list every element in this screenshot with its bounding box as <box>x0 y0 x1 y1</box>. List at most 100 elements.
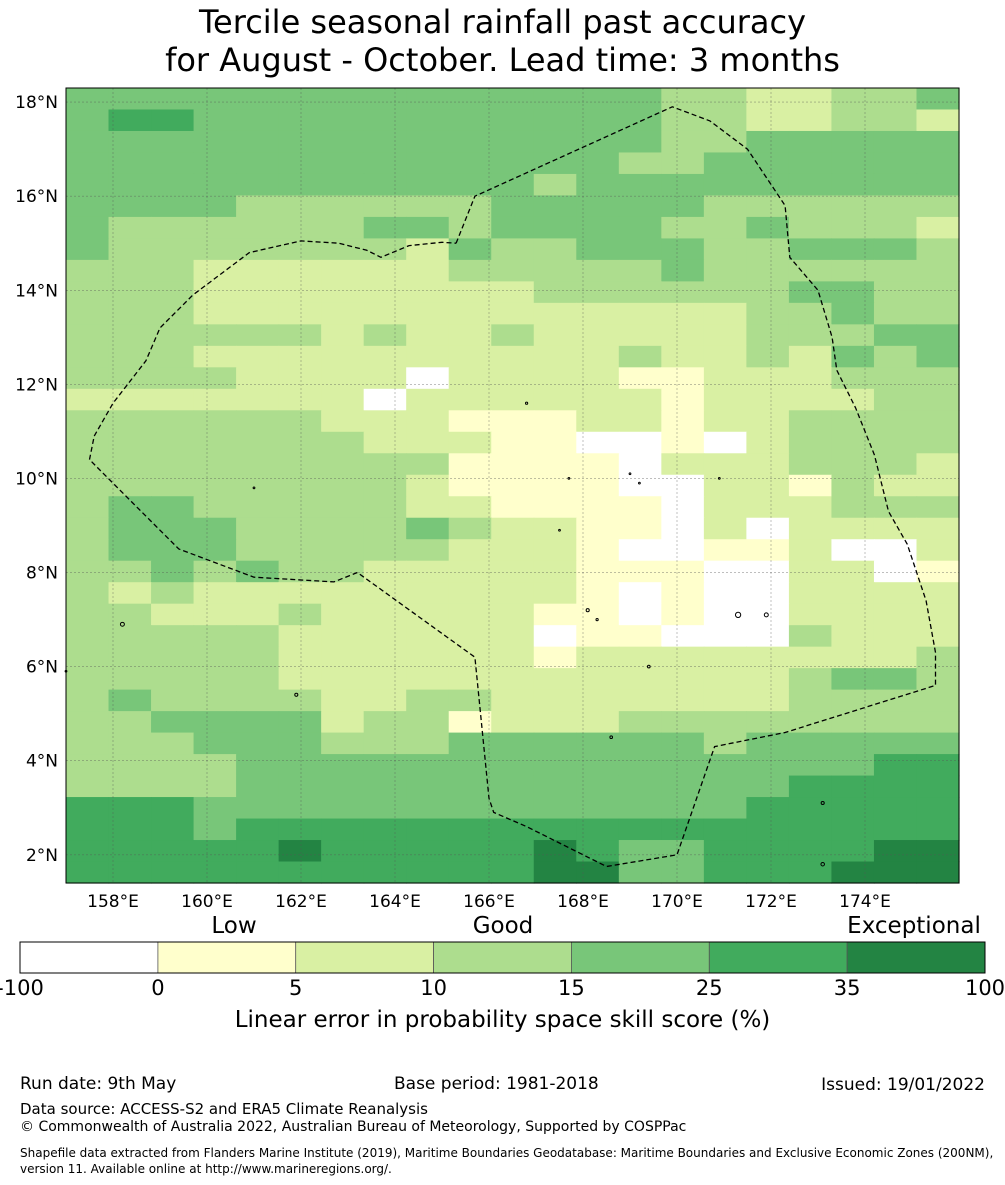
grid-cell <box>831 453 875 476</box>
grid-cell <box>193 517 237 540</box>
grid-cell <box>363 539 407 562</box>
grid-cell <box>873 238 918 261</box>
grid-cell <box>831 388 875 411</box>
grid-cell <box>831 646 875 669</box>
grid-cell <box>448 388 492 411</box>
grid-cell <box>703 711 747 734</box>
grid-cell <box>618 754 662 777</box>
grid-cell <box>151 152 195 175</box>
grid-cell <box>533 754 577 777</box>
grid-cell <box>278 474 322 497</box>
grid-cell <box>788 861 833 884</box>
grid-cell <box>873 195 918 218</box>
grid-cell <box>151 539 195 562</box>
grid-cell <box>236 152 280 175</box>
grid-cell <box>108 689 152 712</box>
grid-cell <box>533 130 577 154</box>
grid-cell <box>321 474 365 497</box>
grid-cell <box>916 216 960 240</box>
chart-title-line-1: Tercile seasonal rainfall past accuracy <box>198 3 807 41</box>
grid-cell <box>533 668 577 691</box>
grid-cell <box>321 345 365 368</box>
grid-cell <box>448 302 492 325</box>
colorbar-tick-label: 25 <box>695 976 723 1000</box>
grid-cell <box>406 732 450 755</box>
colorbar-category-exceptional: Exceptional <box>847 913 981 939</box>
grid-cell <box>66 410 110 433</box>
grid-cell <box>831 302 875 325</box>
grid-cell <box>278 410 322 433</box>
grid-cell <box>278 88 322 111</box>
grid-cell <box>278 539 322 562</box>
grid-cell <box>363 818 407 841</box>
skill-grid <box>66 88 960 884</box>
grid-cell <box>236 324 280 347</box>
grid-cell <box>746 345 790 368</box>
grid-cell <box>618 668 662 691</box>
island <box>585 608 590 613</box>
grid-cell <box>746 668 790 691</box>
grid-cell <box>406 367 450 390</box>
grid-cell <box>831 88 875 111</box>
grid-cell <box>746 259 790 282</box>
grid-cell <box>151 453 195 476</box>
grid-cell <box>788 152 833 175</box>
grid-cell <box>406 345 450 368</box>
grid-cell <box>661 431 705 454</box>
grid-cell <box>788 689 833 712</box>
grid-cell <box>66 130 110 154</box>
grid-cell <box>873 840 918 863</box>
grid-cell <box>236 646 280 669</box>
grid-cell <box>278 582 322 605</box>
grid-cell <box>448 345 492 368</box>
grid-cell <box>108 109 152 132</box>
grid-cell <box>321 689 365 712</box>
grid-cell <box>363 302 407 325</box>
grid-cell <box>703 625 747 648</box>
grid-cell <box>788 259 833 282</box>
grid-cell <box>108 195 152 218</box>
grid-cell <box>661 603 705 626</box>
island <box>734 611 742 619</box>
grid-cell <box>193 861 237 884</box>
grid-cell <box>66 238 110 261</box>
grid-cell <box>448 367 492 390</box>
grid-cell <box>108 152 152 175</box>
grid-cell <box>193 324 237 347</box>
grid-cell <box>278 367 322 390</box>
grid-cell <box>108 474 152 497</box>
grid-cell <box>533 861 577 884</box>
grid-cell <box>193 216 237 240</box>
grid-cell <box>788 625 833 648</box>
grid-cell <box>193 560 237 583</box>
colorbar-segment <box>571 941 710 974</box>
grid-cell <box>236 560 280 583</box>
grid-cell <box>448 840 492 863</box>
grid-cell <box>448 711 492 734</box>
grid-cell <box>66 582 110 605</box>
grid-cell <box>491 517 535 540</box>
grid-cell <box>533 689 577 712</box>
grid-cell <box>363 453 407 476</box>
grid-cell <box>916 711 960 734</box>
grid-cell <box>576 367 620 390</box>
grid-cell <box>746 388 790 411</box>
colorbar <box>19 941 986 974</box>
grid-cell <box>406 259 450 282</box>
grid-cell <box>788 109 833 132</box>
grid-cell <box>831 496 875 519</box>
grid-cell <box>831 324 875 347</box>
grid-cell <box>788 797 833 820</box>
grid-cell <box>321 152 365 175</box>
grid-cell <box>66 453 110 476</box>
grid-cell <box>448 216 492 240</box>
grid-cell <box>193 840 237 863</box>
grid-cell <box>448 517 492 540</box>
grid-cell <box>108 775 152 798</box>
grid-cell <box>363 646 407 669</box>
grid-cell <box>661 345 705 368</box>
grid-cell <box>236 88 280 111</box>
grid-cell <box>916 603 960 626</box>
grid-cell <box>873 345 918 368</box>
grid-cell <box>406 818 450 841</box>
